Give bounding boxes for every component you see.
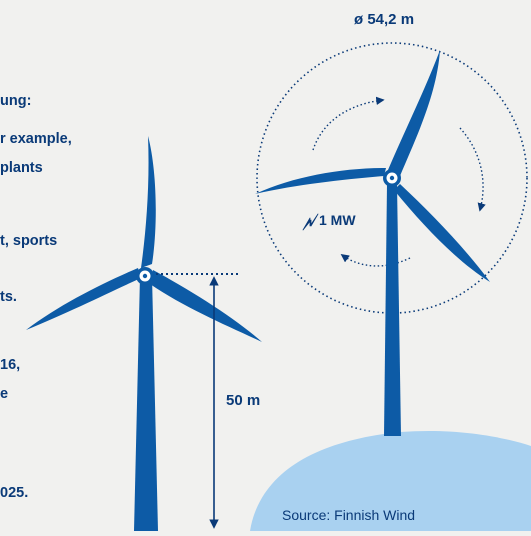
rotation-arrow-top	[312, 96, 385, 151]
right-turbine-tower	[384, 184, 401, 436]
body-text-line-2: r example,	[0, 131, 72, 147]
left-turbine-blade-up	[141, 136, 156, 268]
hill	[250, 430, 531, 531]
right-turbine-blade-right	[394, 184, 490, 282]
body-text-line-7: e	[0, 386, 9, 402]
body-text-line-5: ts.	[0, 289, 17, 305]
rotation-arrow-right	[459, 127, 486, 212]
hub-height-label: 50 m	[226, 392, 261, 409]
rotor-diameter-label: ø 54,2 m	[354, 11, 415, 28]
body-text-line-1: ung:	[0, 93, 32, 109]
left-turbine-blade-left	[26, 268, 141, 330]
left-turbine-tower	[134, 276, 158, 531]
lightning-bolt-icon	[302, 213, 319, 231]
body-text-line-6: 16,	[0, 357, 21, 373]
power-label: 1 MW	[319, 212, 356, 228]
right-turbine-blade-up	[388, 50, 440, 176]
source-label: Source: Finnish Wind	[282, 507, 416, 523]
left-turbine-rotor	[26, 136, 262, 342]
body-text-line-3: plants	[0, 160, 43, 176]
right-turbine-rotor	[255, 50, 490, 282]
rotation-arrow-bottom	[340, 254, 411, 267]
right-turbine-blade-left	[255, 168, 386, 194]
body-text-line-4: t, sports	[0, 233, 58, 249]
left-turbine-blade-right	[150, 270, 262, 342]
body-text-line-8: 025.	[0, 485, 29, 501]
